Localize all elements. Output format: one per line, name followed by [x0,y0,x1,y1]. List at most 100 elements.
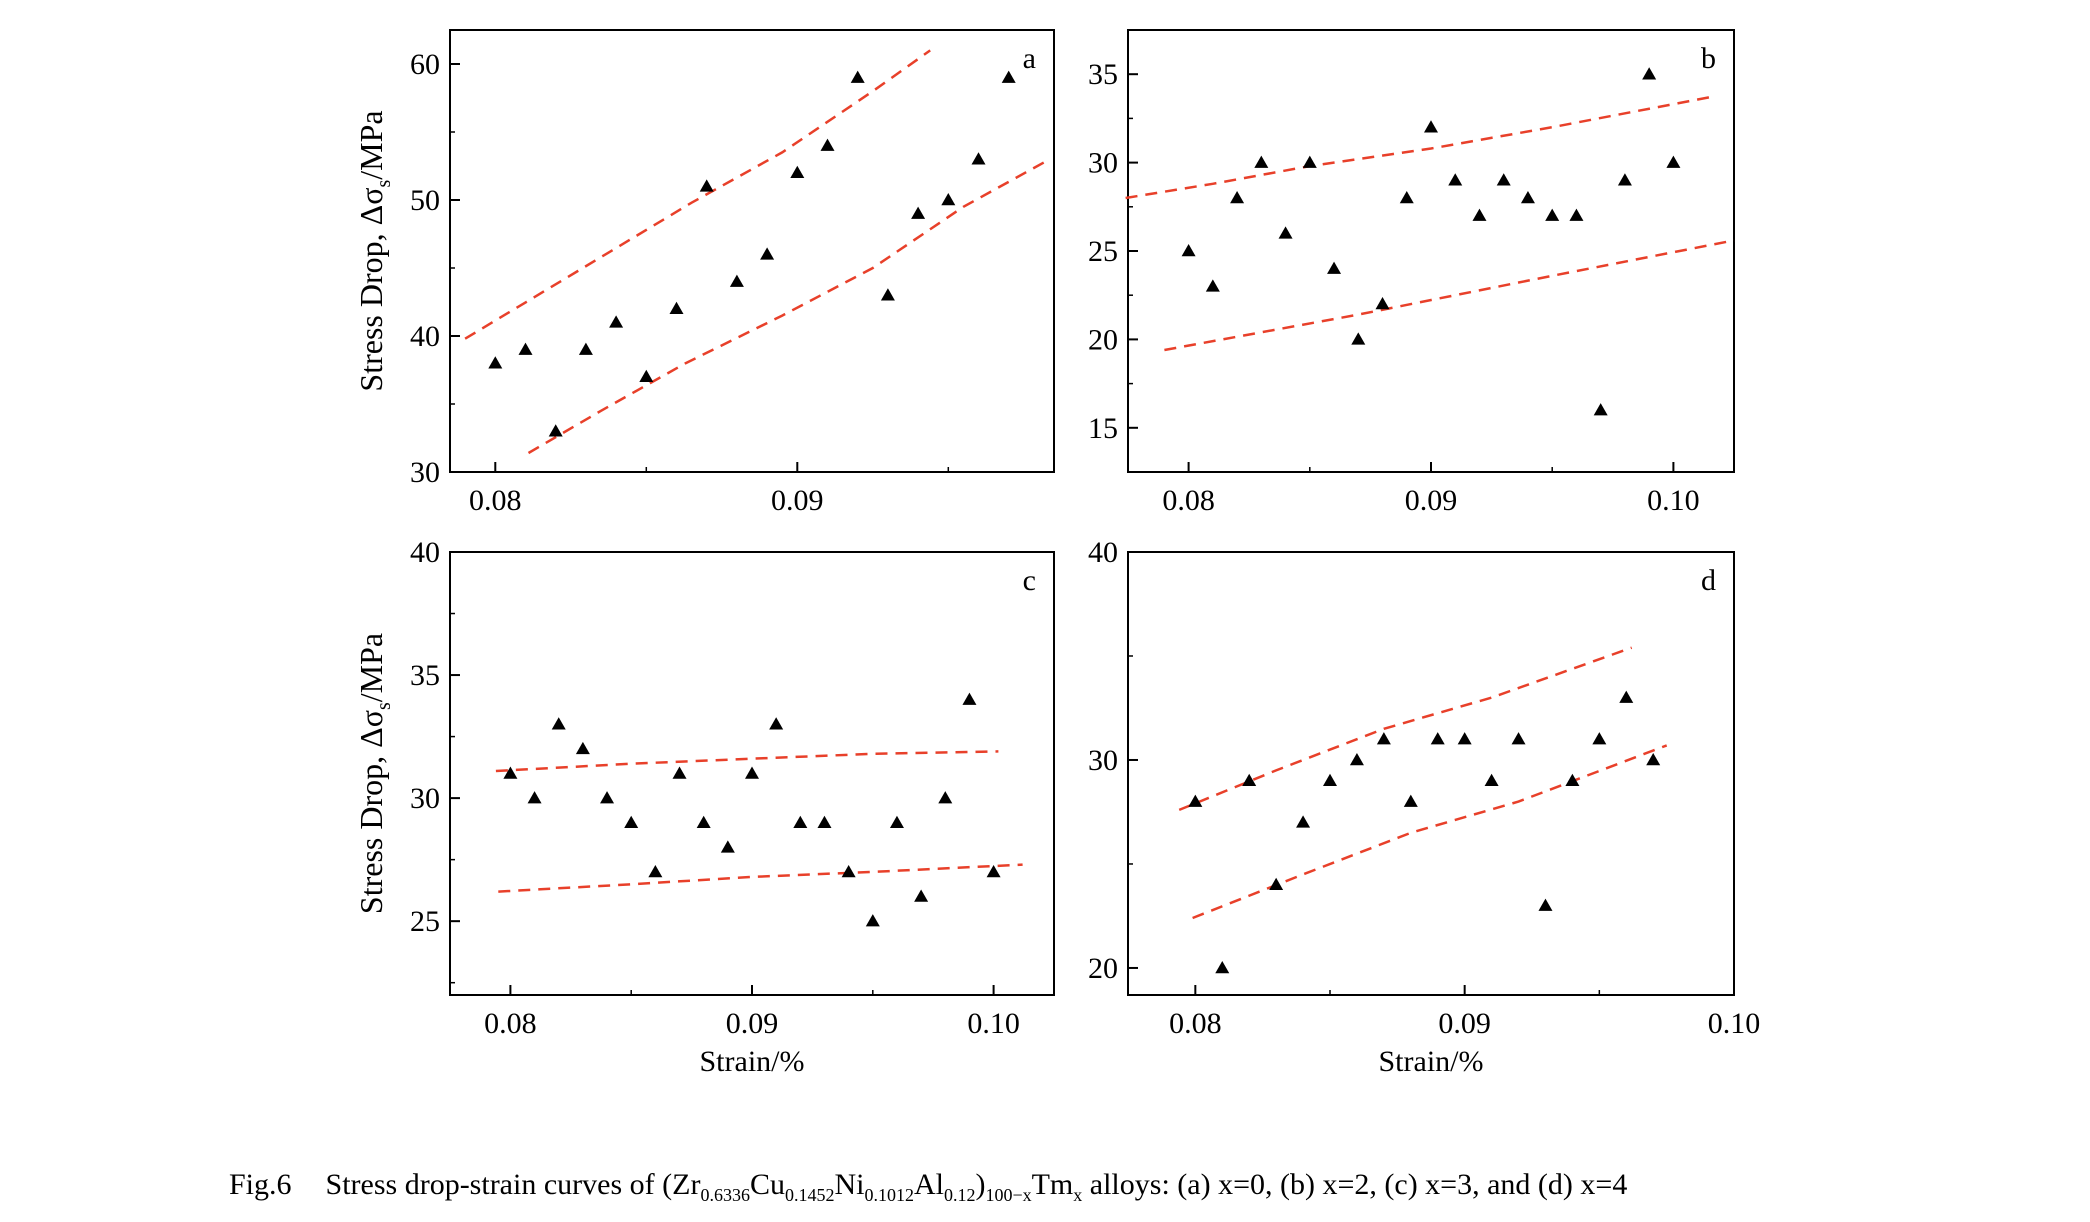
upper-band-line [464,49,931,340]
upper-band-line [1125,95,1711,200]
caption-text: Al [913,1168,944,1201]
data-point [1302,155,1317,168]
caption-sub: x [1073,1185,1083,1205]
x-tick-label: 0.09 [771,484,824,517]
y-tick-label: 40 [410,536,440,569]
data-point [1215,960,1230,974]
data-point [1592,732,1607,745]
y-tick-label: 25 [1088,235,1118,268]
data-point [850,70,865,83]
data-point [1430,732,1445,745]
data-point [962,692,977,705]
data-point [865,914,880,927]
y-label-sub: s [373,702,395,710]
data-point [648,864,663,878]
data-point [669,301,684,315]
caption-text: Tm [1031,1168,1074,1201]
lower-band-line [498,863,1023,893]
data-point [527,791,542,804]
data-point [578,342,593,355]
data-point [986,864,1001,878]
data-point [1565,773,1580,787]
data-point [880,288,895,301]
data-point [841,864,856,878]
panel-b: 0.08 0.09 0.10 15 20 25 30 35 b [1088,29,1735,517]
y-tick-label: 40 [410,320,440,353]
x-tick-label: 0.10 [1647,484,1700,517]
data-point [1278,226,1293,239]
panel-letter: b [1701,42,1716,75]
panel-letter: d [1701,564,1716,597]
data-point [1269,877,1284,891]
data-point [1424,120,1438,133]
y-label-sub: s [373,180,395,188]
panel-letter: a [1023,42,1036,75]
data-point [624,815,639,828]
data-point [1457,732,1472,745]
caption-sub: 0.1012 [864,1185,914,1205]
data-point [1181,244,1196,257]
data-point [551,717,566,730]
caption-sub: 0.6336 [700,1185,750,1205]
data-point [1496,173,1511,186]
upper-band-line [495,750,999,773]
data-point [1569,208,1584,221]
y-tick-label: 35 [410,659,440,692]
data-point [1242,773,1257,787]
y-tick-label: 20 [1088,952,1118,985]
data-point [1349,752,1364,766]
data-point [1188,794,1203,807]
caption-text: alloys: (a) x=0, (b) x=2, (c) x=3, and (… [1082,1168,1628,1201]
data-point [1666,155,1681,168]
data-point [1403,794,1418,807]
data-point [600,791,615,804]
x-tick-label: 0.09 [1438,1007,1491,1040]
y-tick-label: 30 [410,456,440,489]
x-tick-label: 0.08 [484,1007,537,1040]
y-label-main: Stress Drop, Δσ [353,710,389,914]
figure-caption: Fig.6 Stress drop-strain curves of (Zr0.6… [229,1168,1627,1206]
data-point [699,179,714,192]
y-label-main: Stress Drop, Δσ [353,188,389,392]
data-point [745,766,759,779]
x-tick-label: 0.08 [1162,484,1215,517]
data-point [1545,208,1560,221]
data-point [720,840,735,853]
x-tick-label: 0.10 [1708,1007,1761,1040]
y-axis-label: Stress Drop, Δσs/MPa [353,633,395,914]
lower-band-line [527,160,1046,455]
data-point [1448,173,1463,186]
y-tick-label: 30 [1088,744,1118,777]
caption-sub: 100−x [985,1185,1032,1205]
data-point [1520,190,1535,204]
data-point [609,315,624,328]
data-point [1538,898,1553,911]
plot-frame [449,29,1055,473]
data-point [790,165,805,179]
data-point [938,791,953,804]
y-tick-label: 50 [410,184,440,217]
y-tick-label: 25 [410,905,440,938]
data-point [1642,67,1657,80]
data-point [1296,815,1311,828]
lower-band-line [1192,744,1668,920]
x-axis-label: Strain/% [700,1045,805,1078]
data-point [672,766,687,779]
x-tick-label: 0.08 [1169,1007,1222,1040]
data-point [1619,690,1634,703]
panel-a: 0.08 0.09 30 40 50 60 a Stress Drop, Δσs/MPa [353,29,1055,517]
panel-d: 0.08 0.09 0.10 20 30 40 d Strain/% [1088,536,1760,1078]
data-point [1230,190,1245,204]
panel-letter: c [1023,564,1036,597]
data-point [575,741,590,755]
y-axis-label: Stress Drop, Δσs/MPa [353,110,395,391]
data-point [1472,208,1487,221]
data-point [1511,732,1526,745]
plot-frame [1127,551,1735,996]
y-tick-label: 35 [1088,58,1118,91]
y-tick-label: 15 [1088,412,1118,445]
data-point [941,193,956,206]
data-point [1001,70,1016,83]
data-point [1399,190,1414,204]
